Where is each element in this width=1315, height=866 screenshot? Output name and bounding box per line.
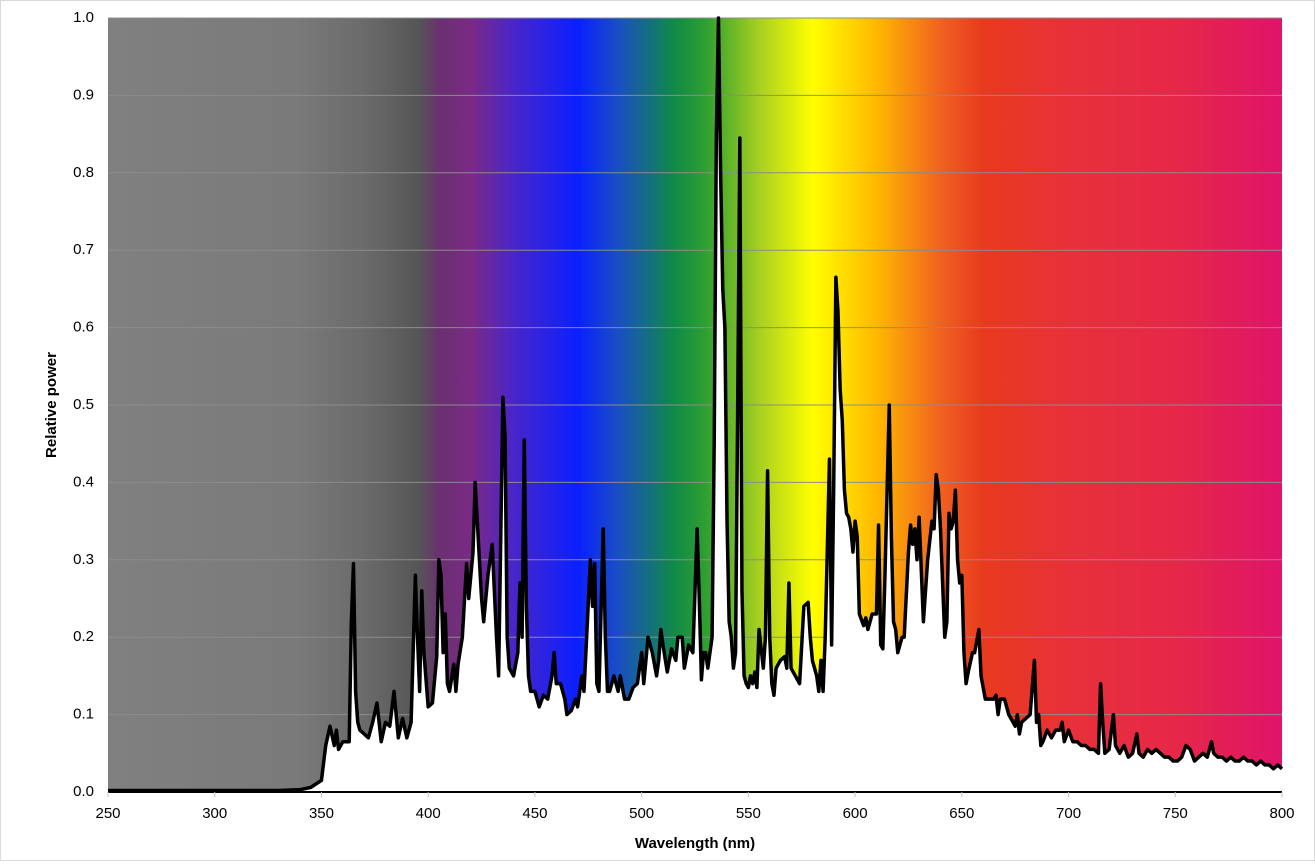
y-tick-label: 0.8 [73,164,94,181]
grid [108,17,1282,793]
y-tick-label: 0.3 [73,551,94,568]
y-tick-label: 1.0 [73,9,94,26]
y-tick-label: 0.1 [73,706,94,723]
y-tick-label: 0.0 [73,783,94,800]
x-tick-label: 700 [1056,805,1081,822]
plot [108,16,1284,793]
x-tick-label: 750 [1163,805,1188,822]
x-tick-label: 550 [736,805,761,822]
y-tick-label: 0.9 [73,86,94,103]
y-tick-label: 0.2 [73,628,94,645]
x-tick-label: 600 [843,805,868,822]
x-tick-label: 800 [1269,805,1294,822]
axes: 0.0 0.1 0.2 0.3 0.4 0.5 0.6 0.7 0.8 0.9 1.0 250 300 3… [73,9,1294,822]
x-tick-label: 400 [416,805,441,822]
spectrum-line [108,16,1284,793]
x-tick-label: 300 [202,805,227,822]
x-tick-label: 450 [522,805,547,822]
x-axis-title: Wavelength (nm) [635,835,755,852]
y-tick-label: 0.7 [73,241,94,258]
y-tick-label: 0.6 [73,319,94,336]
x-tick-label: 350 [309,805,334,822]
y-tick-label: 0.5 [73,396,94,413]
x-tick-label: 250 [95,805,120,822]
x-tick-label: 650 [949,805,974,822]
y-axis-title: Relative power [43,352,60,458]
x-tick-label: 500 [629,805,654,822]
y-tick-label: 0.4 [73,473,94,490]
